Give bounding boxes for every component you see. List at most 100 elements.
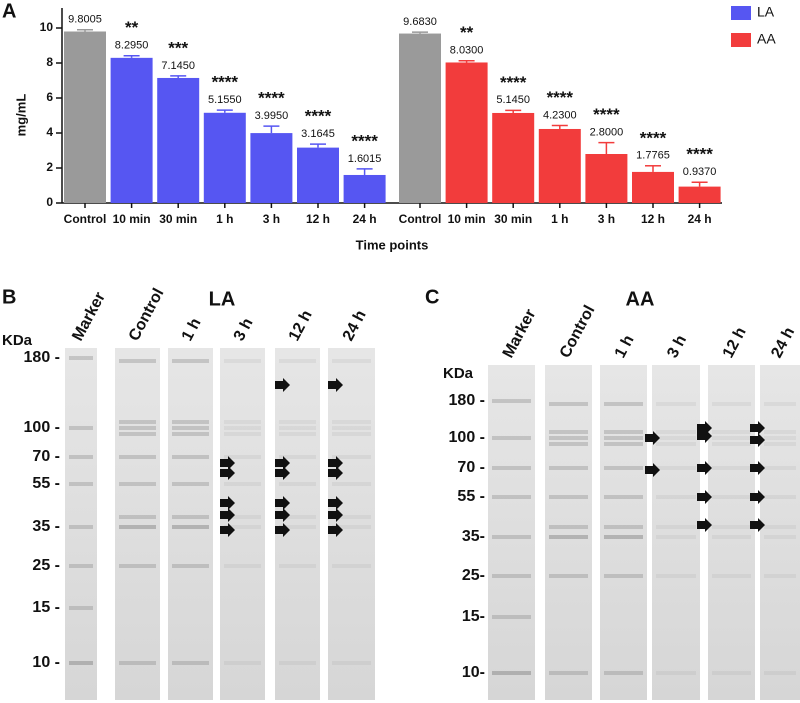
y-tick-label: 8 [46, 55, 53, 69]
x-tick-label: Control [399, 212, 442, 226]
arrow [275, 456, 290, 470]
gel-band [172, 564, 209, 568]
x-tick-label: 30 min [494, 212, 532, 226]
gel-band [656, 402, 696, 406]
gel-band [279, 525, 316, 529]
gel-lane [760, 365, 800, 700]
gel-band [549, 436, 588, 440]
gel-band [332, 359, 371, 363]
gel-lane [545, 365, 592, 700]
gel-band [279, 426, 316, 430]
gel-title: LA [209, 288, 236, 310]
bar [157, 77, 200, 203]
gel-band [656, 535, 696, 539]
gel-band [656, 574, 696, 578]
y-tick-label: 6 [46, 90, 53, 104]
arrow [275, 378, 290, 392]
bar [585, 154, 628, 203]
gel-lane [600, 365, 647, 700]
bar [110, 57, 153, 204]
marker-label: 70 - [457, 459, 485, 476]
gel-band [279, 432, 316, 436]
marker-label: 15 - [32, 599, 60, 616]
value-label: 3.9950 [255, 110, 289, 122]
bar [250, 133, 293, 203]
gel-band [492, 615, 531, 619]
gel-band [279, 455, 316, 459]
arrow [220, 496, 235, 510]
x-tick-label: 12 h [306, 212, 330, 226]
bar [343, 174, 386, 203]
gel-band [604, 402, 643, 406]
significance: **** [593, 105, 620, 124]
gel-lane [488, 365, 535, 700]
gel-band [712, 525, 751, 529]
gel-band [604, 535, 643, 539]
significance: **** [547, 88, 574, 107]
bar [678, 186, 721, 203]
arrow [697, 429, 712, 443]
x-tick-label: 1 h [551, 212, 568, 226]
gel-band [764, 436, 796, 440]
gel-band [279, 564, 316, 568]
x-tick-label: Control [64, 212, 107, 226]
gel-band [712, 430, 751, 434]
gel-band [604, 442, 643, 446]
gel-lane [220, 348, 265, 700]
marker-label: 10- [462, 664, 485, 681]
gel-band [172, 426, 209, 430]
value-label: 9.8005 [68, 14, 102, 26]
gel-band [712, 574, 751, 578]
unit-label: KDa [2, 332, 33, 349]
bar [297, 147, 339, 203]
value-label: 4.2300 [543, 109, 577, 121]
gel-band [119, 564, 156, 568]
gel-band [69, 455, 93, 459]
gel-band [764, 574, 796, 578]
x-tick-label: 24 h [353, 212, 377, 226]
legend-label: LA [757, 4, 775, 20]
arrow [220, 456, 235, 470]
x-tick-label: 12 h [641, 212, 665, 226]
y-tick-label: 0 [46, 195, 53, 209]
gel-band [119, 661, 156, 665]
arrow [328, 456, 343, 470]
bar [399, 33, 441, 203]
marker-label: 55 - [457, 488, 485, 505]
gel-lane [115, 348, 160, 700]
value-label: 8.2950 [115, 40, 149, 52]
gel-band [492, 574, 531, 578]
gel-band [712, 535, 751, 539]
gel-band [712, 671, 751, 675]
gel-band [549, 671, 588, 675]
marker-label: 25 - [32, 557, 60, 574]
gel-band [224, 420, 261, 424]
gel-band [549, 525, 588, 529]
gel-band [764, 442, 796, 446]
lane-label: 3 h [664, 332, 690, 360]
gel-band [656, 430, 696, 434]
gel-band [549, 535, 588, 539]
panel-label: C [425, 286, 439, 308]
significance: **** [686, 145, 713, 164]
lane-label: 12 h [286, 308, 316, 344]
gel-band [224, 482, 261, 486]
gel-band [712, 495, 751, 499]
gel-lane [652, 365, 700, 700]
significance: ** [125, 18, 139, 37]
gel-band [604, 430, 643, 434]
y-tick-label: 2 [46, 160, 53, 174]
gel-band [656, 466, 696, 470]
gel-band [604, 436, 643, 440]
gel-band [332, 564, 371, 568]
marker-label: 10 - [32, 654, 60, 671]
arrow [645, 463, 660, 477]
x-tick-label: 10 min [113, 212, 151, 226]
marker-label: 180 - [449, 392, 485, 409]
gel-band [279, 420, 316, 424]
gel-band [656, 671, 696, 675]
value-label: 8.0300 [450, 45, 484, 57]
gel-band [119, 432, 156, 436]
gel-title: AA [626, 288, 655, 310]
